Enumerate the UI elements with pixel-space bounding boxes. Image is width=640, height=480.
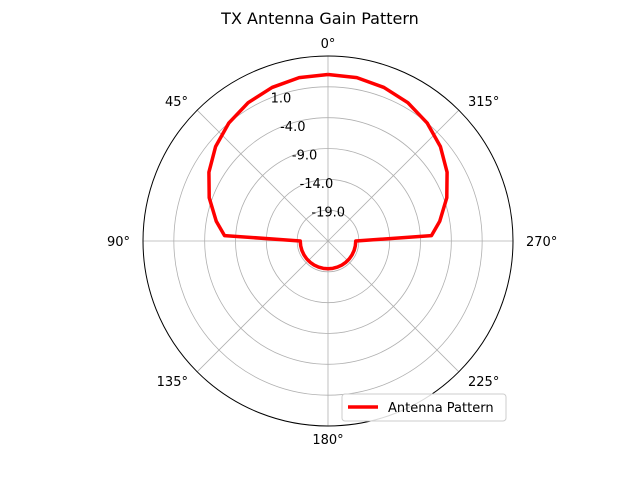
theta-grid-line bbox=[196, 109, 329, 242]
theta-grid-line bbox=[327, 109, 460, 242]
series-group bbox=[207, 72, 449, 271]
theta-tick-label: 45° bbox=[165, 95, 188, 110]
polar-frame bbox=[142, 55, 514, 427]
theta-tick-label: 90° bbox=[107, 235, 130, 250]
theta-tick-label: 180° bbox=[312, 433, 343, 448]
theta-tick-label: 270° bbox=[526, 235, 557, 250]
legend-box bbox=[341, 393, 507, 422]
r-tick-labels: -19.0 -14.0 -9.0 -4.0 1.0 bbox=[271, 92, 345, 221]
r-tick-label: -9.0 bbox=[292, 149, 317, 164]
legend: Antenna Pattern bbox=[341, 393, 507, 422]
theta-grid-line bbox=[196, 240, 329, 373]
series-line bbox=[207, 72, 449, 271]
grid bbox=[143, 56, 513, 426]
theta-tick-label: 315° bbox=[468, 95, 499, 110]
r-tick-label: -19.0 bbox=[311, 206, 345, 221]
theta-tick-label: 225° bbox=[468, 375, 499, 390]
r-tick-label: 1.0 bbox=[271, 92, 292, 107]
theta-tick-label: 135° bbox=[157, 375, 188, 390]
chart-title: TX Antenna Gain Pattern bbox=[220, 9, 419, 28]
r-tick-label: -14.0 bbox=[300, 177, 334, 192]
r-tick-label: -4.0 bbox=[280, 120, 305, 135]
legend-label: Antenna Pattern bbox=[388, 401, 494, 416]
theta-tick-label: 0° bbox=[321, 37, 336, 52]
theta-tick-labels: 0° 45° 90° 135° 180° 225° 270° 315° bbox=[107, 37, 557, 448]
theta-grid-line bbox=[327, 240, 460, 373]
